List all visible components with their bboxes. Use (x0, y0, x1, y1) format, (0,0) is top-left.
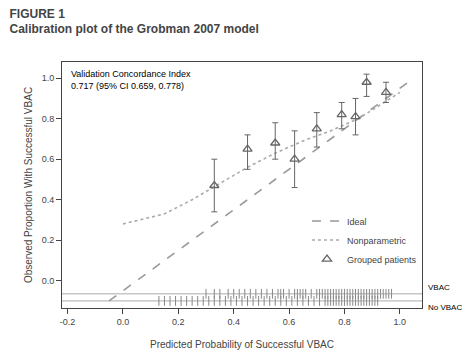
svg-text:0.6: 0.6 (42, 154, 55, 164)
svg-text:FIGURE 1Calibration plot of th: FIGURE 1Calibration plot of the Grobman … (9, 7, 258, 37)
svg-text:No VBAC: No VBAC (428, 303, 462, 312)
svg-text:0.2: 0.2 (172, 317, 185, 327)
svg-text:0.0: 0.0 (42, 276, 55, 286)
svg-text:Grouped patients: Grouped patients (347, 255, 417, 265)
svg-text:0.2: 0.2 (42, 235, 55, 245)
svg-text:-0.2: -0.2 (60, 317, 76, 327)
svg-text:0.0: 0.0 (117, 317, 130, 327)
svg-text:Ideal: Ideal (347, 217, 367, 227)
svg-text:0.4: 0.4 (227, 317, 240, 327)
svg-text:Nonparametric: Nonparametric (347, 236, 407, 246)
svg-text:VBAC: VBAC (428, 283, 450, 292)
svg-text:1.0: 1.0 (42, 73, 55, 83)
svg-text:Predicted Probability of Succe: Predicted Probability of Successful VBAC (150, 339, 334, 350)
svg-text:1.0: 1.0 (394, 317, 407, 327)
svg-text:0.8: 0.8 (42, 114, 55, 124)
svg-text:Validation Concordance Index0.: Validation Concordance Index0.717 (95% C… (71, 69, 191, 91)
svg-text:0.8: 0.8 (338, 317, 351, 327)
svg-text:0.4: 0.4 (42, 195, 55, 205)
svg-text:0.6: 0.6 (283, 317, 296, 327)
svg-text:Observed Proportion With Succe: Observed Proportion With Successful VBAC (23, 87, 34, 283)
